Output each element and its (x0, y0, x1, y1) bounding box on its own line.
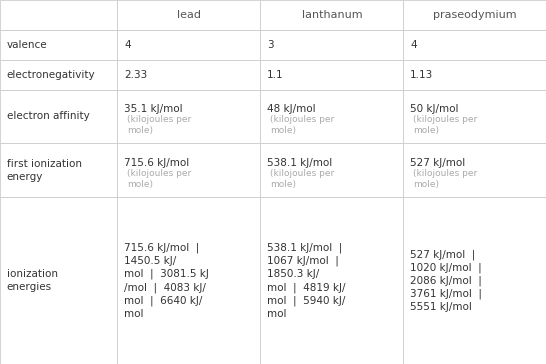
Bar (0, 90, 117, 143)
Text: 715.6 kJ/mol  |
1450.5 kJ/
mol  |  3081.5 kJ
/mol  |  4083 kJ/
mol  |  6640 kJ/
: 715.6 kJ/mol | 1450.5 kJ/ mol | 3081.5 k… (124, 243, 209, 318)
Text: (kilojoules per
mole): (kilojoules per mole) (270, 115, 334, 135)
Text: valence: valence (7, 40, 47, 50)
Text: ionization
energies: ionization energies (7, 269, 57, 292)
Text: 715.6 kJ/mol: 715.6 kJ/mol (124, 158, 189, 168)
Text: (kilojoules per
mole): (kilojoules per mole) (127, 169, 191, 189)
Text: 35.1 kJ/mol: 35.1 kJ/mol (124, 104, 182, 114)
Bar (117, 143, 260, 197)
Bar (403, 143, 546, 197)
Bar (260, 143, 403, 197)
Bar (117, 0, 260, 30)
Text: (kilojoules per
mole): (kilojoules per mole) (413, 169, 477, 189)
Text: praseodymium: praseodymium (433, 10, 517, 20)
Text: 1.1: 1.1 (267, 70, 283, 80)
Text: electron affinity: electron affinity (7, 111, 90, 122)
Bar (0, 60, 117, 90)
Bar (117, 90, 260, 143)
Text: 4: 4 (410, 40, 417, 50)
Bar (0, 30, 117, 60)
Bar (117, 30, 260, 60)
Text: 1.13: 1.13 (410, 70, 434, 80)
Bar (260, 30, 403, 60)
Text: 48 kJ/mol: 48 kJ/mol (267, 104, 316, 114)
Bar (260, 90, 403, 143)
Text: lead: lead (177, 10, 201, 20)
Text: 2.33: 2.33 (124, 70, 147, 80)
Bar (403, 197, 546, 364)
Text: (kilojoules per
mole): (kilojoules per mole) (413, 115, 477, 135)
Text: (kilojoules per
mole): (kilojoules per mole) (127, 115, 191, 135)
Text: 538.1 kJ/mol: 538.1 kJ/mol (267, 158, 333, 168)
Text: 527 kJ/mol: 527 kJ/mol (410, 158, 465, 168)
Bar (0, 143, 117, 197)
Bar (403, 30, 546, 60)
Bar (403, 0, 546, 30)
Bar (403, 60, 546, 90)
Bar (117, 60, 260, 90)
Text: electronegativity: electronegativity (7, 70, 95, 80)
Bar (260, 60, 403, 90)
Bar (0, 197, 117, 364)
Text: 527 kJ/mol  |
1020 kJ/mol  |
2086 kJ/mol  |
3761 kJ/mol  |
5551 kJ/mol: 527 kJ/mol | 1020 kJ/mol | 2086 kJ/mol |… (410, 249, 482, 312)
Text: 538.1 kJ/mol  |
1067 kJ/mol  |
1850.3 kJ/
mol  |  4819 kJ/
mol  |  5940 kJ/
mol: 538.1 kJ/mol | 1067 kJ/mol | 1850.3 kJ/ … (267, 243, 346, 318)
Bar (0, 0, 117, 30)
Bar (260, 0, 403, 30)
Bar (117, 197, 260, 364)
Text: lanthanum: lanthanum (301, 10, 363, 20)
Text: 4: 4 (124, 40, 130, 50)
Text: 50 kJ/mol: 50 kJ/mol (410, 104, 459, 114)
Bar (260, 197, 403, 364)
Text: first ionization
energy: first ionization energy (7, 159, 81, 182)
Text: 3: 3 (267, 40, 274, 50)
Bar (403, 90, 546, 143)
Text: (kilojoules per
mole): (kilojoules per mole) (270, 169, 334, 189)
